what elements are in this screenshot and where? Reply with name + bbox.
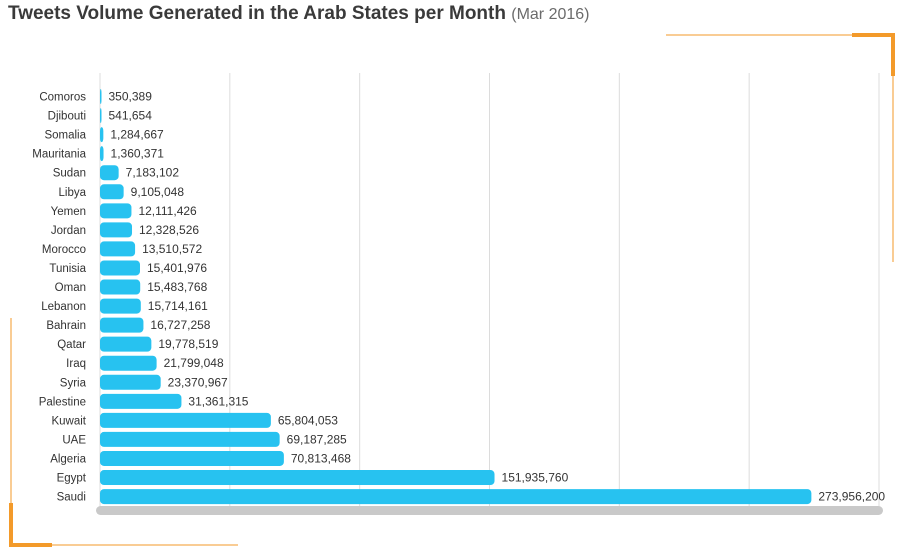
bar-tunisia [100, 260, 140, 276]
value-label: 15,483,768 [147, 280, 207, 294]
bar-libya [100, 184, 124, 200]
bar-bahrain [100, 317, 144, 333]
value-label: 16,727,258 [150, 318, 210, 332]
value-label: 69,187,285 [287, 432, 347, 446]
category-label: Morocco [42, 244, 86, 256]
value-label: 151,935,760 [502, 471, 569, 485]
category-label: Mauritania [32, 149, 86, 161]
value-label: 70,813,468 [291, 451, 351, 465]
category-label: UAE [62, 434, 86, 446]
axis-baseline [96, 506, 883, 515]
value-label: 13,510,572 [142, 242, 202, 256]
value-label: 65,804,053 [278, 413, 338, 427]
value-label: 1,360,371 [111, 147, 165, 161]
bar-palestine [100, 393, 182, 409]
bar-mauritania [100, 146, 104, 162]
bar-yemen [100, 203, 132, 219]
category-label: Syria [60, 377, 87, 389]
category-label: Oman [55, 282, 86, 294]
bar-lebanon [100, 298, 141, 314]
value-label: 273,956,200 [818, 490, 885, 504]
category-label: Sudan [53, 168, 86, 180]
chart-subtitle: (Mar 2016) [511, 6, 590, 23]
bar-uae [100, 431, 280, 447]
category-label: Libya [59, 187, 87, 199]
value-label: 7,183,102 [126, 166, 180, 180]
value-label: 350,389 [109, 90, 153, 104]
bar-djibouti [100, 108, 102, 124]
bar-syria [100, 374, 161, 390]
frame-bottom-left-corner [9, 503, 52, 547]
category-label: Lebanon [41, 301, 86, 313]
category-label: Bahrain [46, 320, 86, 332]
value-label: 23,370,967 [168, 375, 228, 389]
bar-jordan [100, 222, 133, 238]
frame-top-right-corner [852, 33, 895, 76]
value-label: 15,714,161 [148, 299, 208, 313]
bar-oman [100, 279, 141, 295]
value-label: 1,284,667 [110, 128, 164, 142]
bar-egypt [100, 470, 495, 486]
category-label: Algeria [50, 453, 86, 465]
bar-somalia [100, 127, 104, 143]
category-label: Saudi [57, 492, 86, 504]
category-label: Comoros [39, 92, 86, 104]
bar-qatar [100, 336, 152, 352]
category-label: Egypt [57, 473, 87, 485]
category-label: Somalia [44, 130, 86, 142]
category-label: Jordan [51, 225, 86, 237]
bar-algeria [100, 450, 284, 466]
bar-iraq [100, 355, 157, 371]
category-label: Yemen [51, 206, 86, 218]
bar-comoros [100, 89, 102, 105]
value-label: 9,105,048 [131, 185, 185, 199]
category-label: Tunisia [49, 263, 86, 275]
value-label: 19,778,519 [158, 337, 218, 351]
chart-title: Tweets Volume Generated in the Arab Stat… [8, 3, 590, 25]
category-label: Kuwait [51, 415, 86, 427]
bar-kuwait [100, 412, 271, 428]
bar-saudi [100, 489, 812, 505]
category-label: Palestine [39, 396, 86, 408]
bar-morocco [100, 241, 136, 257]
value-label: 31,361,315 [188, 394, 248, 408]
category-label: Iraq [66, 358, 86, 370]
value-label: 12,328,526 [139, 223, 199, 237]
chart-title-main: Tweets Volume Generated in the Arab Stat… [8, 3, 506, 24]
value-label: 21,799,048 [164, 356, 224, 370]
bar-sudan [100, 165, 119, 181]
value-label: 541,654 [109, 109, 153, 123]
category-label: Djibouti [48, 111, 86, 123]
value-label: 15,401,976 [147, 261, 207, 275]
value-label: 12,111,426 [138, 204, 197, 218]
category-label: Qatar [57, 339, 86, 351]
